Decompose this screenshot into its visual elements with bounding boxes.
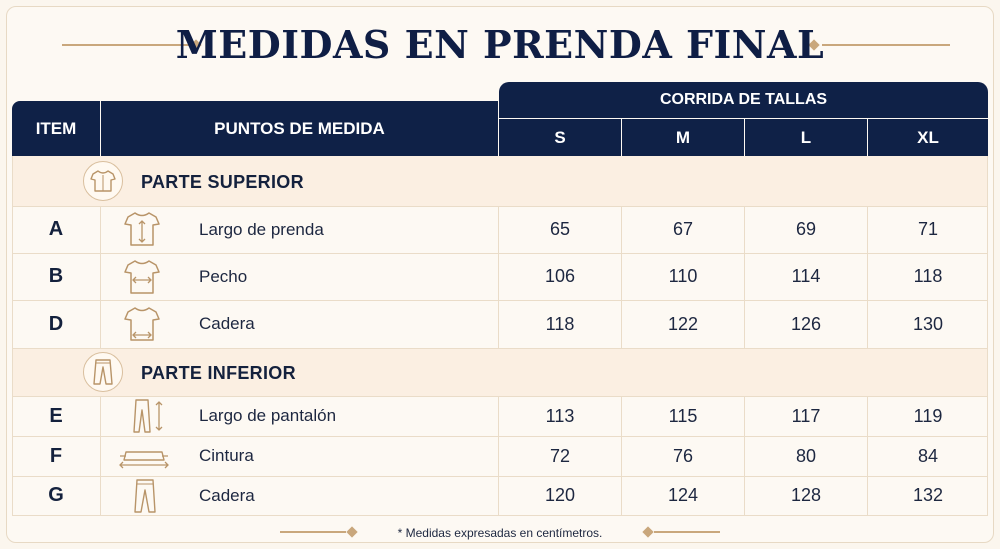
pants-icon bbox=[83, 352, 123, 392]
row-item: G bbox=[48, 484, 64, 506]
waist-icon bbox=[118, 444, 170, 475]
pants-hip-icon bbox=[132, 478, 158, 519]
value-cell: 72 bbox=[549, 445, 571, 466]
value-cell: 117 bbox=[791, 405, 821, 426]
row-label: Cadera bbox=[199, 314, 255, 333]
value-cell: 113 bbox=[545, 405, 575, 426]
footnote-ornament-left bbox=[280, 526, 360, 538]
header-size-l: L bbox=[745, 119, 867, 156]
section-title-lower: PARTE INFERIOR bbox=[141, 363, 296, 383]
row-label: Largo de pantalón bbox=[199, 406, 337, 425]
divider bbox=[498, 396, 499, 515]
divider bbox=[621, 206, 622, 348]
value-cell: 115 bbox=[668, 405, 698, 426]
divider bbox=[12, 436, 988, 437]
divider bbox=[867, 206, 868, 348]
divider bbox=[744, 396, 745, 515]
header-size-xl: XL bbox=[868, 119, 988, 156]
value-cell: 128 bbox=[790, 485, 822, 505]
divider bbox=[498, 206, 499, 348]
page-title: MEDIDAS EN PRENDA FINAL bbox=[175, 22, 825, 67]
tshirt-length-icon bbox=[122, 210, 162, 253]
footnote: * Medidas expresadas en centímetros. bbox=[397, 526, 603, 540]
divider bbox=[12, 476, 988, 477]
header-item: ITEM bbox=[12, 101, 100, 156]
row-label: Cintura bbox=[199, 446, 254, 465]
value-cell: 65 bbox=[549, 219, 571, 239]
value-cell: 80 bbox=[795, 445, 817, 466]
value-cell: 84 bbox=[917, 445, 939, 466]
section-band-upper bbox=[12, 156, 988, 206]
divider bbox=[12, 396, 988, 397]
value-cell: 122 bbox=[667, 313, 699, 334]
pants-length-icon bbox=[130, 398, 166, 439]
header-size-m: M bbox=[622, 119, 744, 156]
section-title-upper: PARTE SUPERIOR bbox=[141, 172, 304, 192]
divider bbox=[12, 348, 988, 349]
divider bbox=[987, 156, 988, 515]
row-label: Cadera bbox=[199, 485, 255, 505]
section-band-lower bbox=[12, 348, 988, 396]
divider bbox=[744, 206, 745, 348]
header-sizes-group: CORRIDA DE TALLAS bbox=[499, 82, 988, 118]
divider bbox=[867, 396, 868, 515]
divider bbox=[100, 206, 101, 253]
value-cell: 114 bbox=[791, 266, 821, 286]
divider bbox=[12, 253, 988, 254]
value-cell: 118 bbox=[545, 313, 575, 334]
divider bbox=[12, 206, 988, 207]
header-points: PUNTOS DE MEDIDA bbox=[101, 101, 498, 156]
tshirt-icon bbox=[83, 161, 123, 201]
value-cell: 76 bbox=[672, 445, 694, 466]
title-ornament-left bbox=[62, 39, 202, 51]
divider bbox=[621, 396, 622, 515]
tshirt-hip-icon bbox=[122, 305, 162, 348]
tshirt-chest-icon bbox=[122, 258, 162, 301]
value-cell: 67 bbox=[672, 219, 694, 239]
value-cell: 71 bbox=[917, 219, 939, 239]
value-cell: 124 bbox=[667, 485, 699, 505]
divider bbox=[100, 396, 101, 515]
value-cell: 132 bbox=[912, 485, 944, 505]
row-item: A bbox=[48, 218, 64, 240]
value-cell: 106 bbox=[544, 266, 576, 286]
header-size-s: S bbox=[499, 119, 621, 156]
divider bbox=[12, 156, 13, 515]
row-label: Largo de prenda bbox=[199, 219, 324, 239]
value-cell: 130 bbox=[912, 313, 944, 334]
divider bbox=[12, 515, 988, 516]
row-item: F bbox=[49, 444, 63, 467]
value-cell: 110 bbox=[668, 266, 698, 286]
value-cell: 126 bbox=[790, 313, 822, 334]
value-cell: 120 bbox=[544, 485, 576, 505]
title-ornament-right bbox=[808, 39, 950, 51]
row-item: D bbox=[48, 312, 64, 335]
value-cell: 69 bbox=[795, 219, 817, 239]
divider bbox=[12, 300, 988, 301]
row-item: E bbox=[49, 404, 63, 427]
row-item: B bbox=[48, 265, 64, 287]
footnote-ornament-right bbox=[642, 526, 724, 538]
row-label: Pecho bbox=[199, 266, 248, 286]
value-cell: 119 bbox=[913, 405, 943, 426]
value-cell: 118 bbox=[913, 266, 943, 286]
divider bbox=[100, 253, 101, 348]
